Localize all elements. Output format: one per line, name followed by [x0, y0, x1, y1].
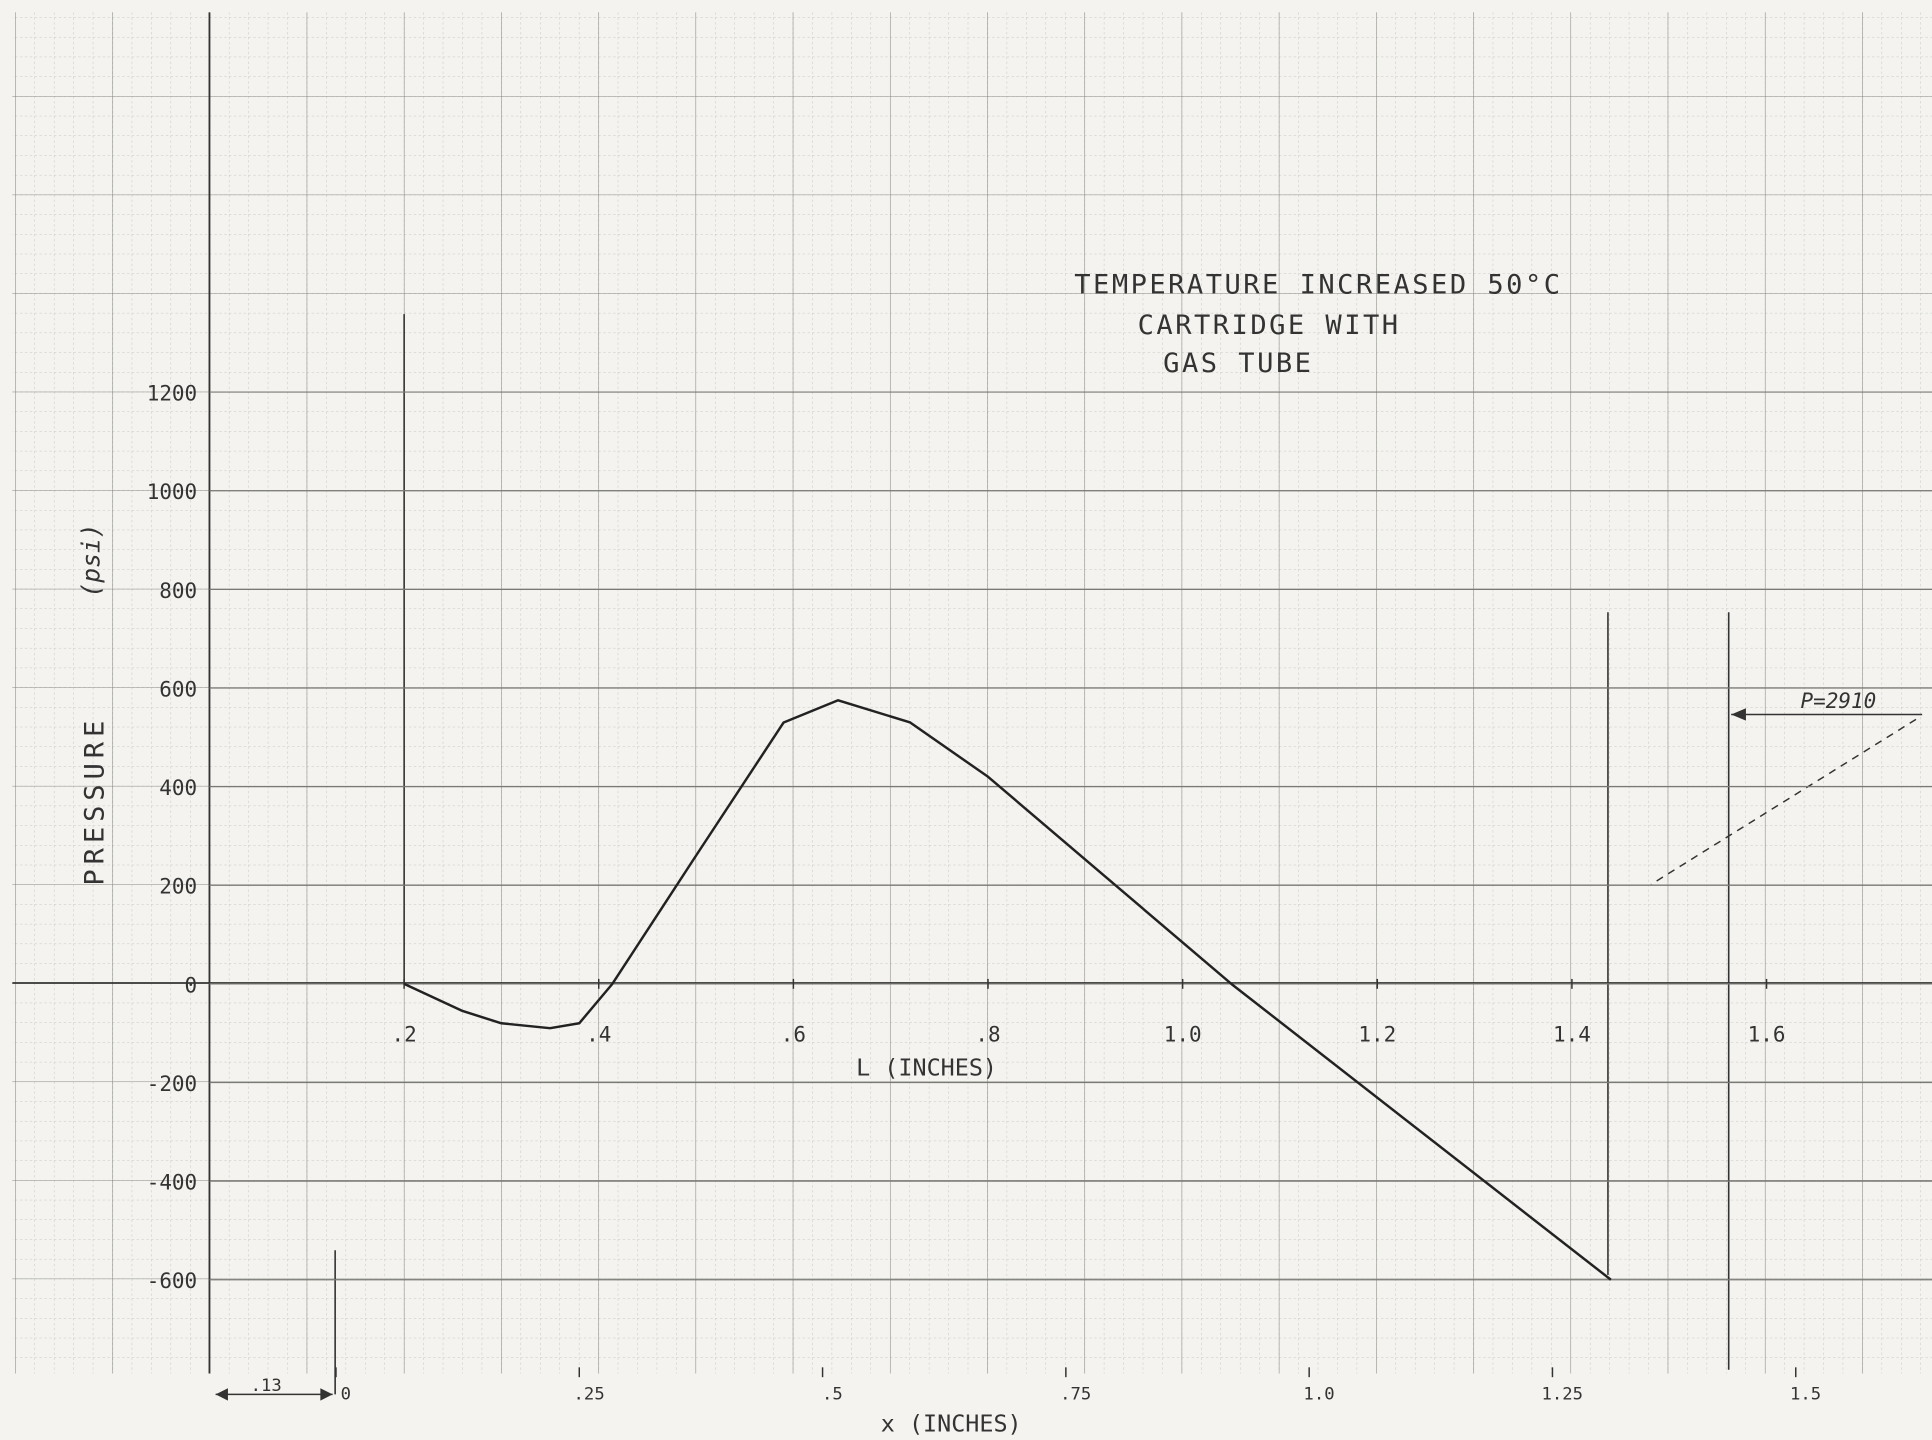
x-tick-label: .6	[781, 1023, 806, 1047]
x2-tick-label: 0	[341, 1384, 351, 1404]
title-line: TEMPERATURE INCREASED 50°C	[1074, 269, 1562, 300]
y-tick-label: -200	[147, 1072, 197, 1096]
x2-tick-label: 1.5	[1790, 1384, 1821, 1404]
y-tick-label: 1200	[147, 382, 197, 406]
y-tick-label: 600	[159, 677, 197, 701]
x-tick-label: .4	[586, 1023, 611, 1047]
x2-tick-label: .5	[822, 1384, 843, 1404]
x-tick-label: 1.2	[1358, 1023, 1396, 1047]
x2-tick-label: 1.0	[1303, 1384, 1334, 1404]
title-line: GAS TUBE	[1163, 348, 1313, 379]
x2-tick-label: .75	[1060, 1384, 1091, 1404]
x-tick-label: .8	[975, 1023, 1000, 1047]
arrow-head	[1731, 708, 1746, 721]
annotation: P=2910	[1801, 689, 1877, 713]
y-tick-label: 200	[159, 875, 197, 899]
y-axis-label: PRESSURE	[80, 716, 111, 886]
annotation-leader	[1650, 718, 1917, 886]
x2-tick-label: 1.25	[1542, 1384, 1584, 1404]
data-line	[403, 699, 1612, 1281]
y-tick-label: 1000	[147, 480, 197, 504]
x2-axis-label: x (INCHES)	[881, 1410, 1022, 1438]
x-tick-label: 1.0	[1164, 1023, 1202, 1047]
y-tick-label: -400	[147, 1171, 197, 1195]
y-axis-unit: (psi)	[76, 523, 105, 597]
y-tick-label: -600	[147, 1269, 197, 1293]
title-line: CARTRIDGE WITH	[1138, 310, 1401, 341]
dimension-label: .13	[251, 1376, 282, 1396]
y-tick-label: 800	[159, 579, 197, 603]
x-tick-label: 1.4	[1553, 1023, 1591, 1047]
x-axis-label: L (INCHES)	[856, 1054, 997, 1082]
x-tick-label: .2	[391, 1023, 416, 1047]
arrow-head	[215, 1388, 333, 1401]
graph-paper-major	[12, 12, 1932, 1374]
y-tick-label: 0	[185, 973, 198, 997]
x2-tick-label: .25	[574, 1384, 605, 1404]
x-tick-label: 1.6	[1748, 1023, 1786, 1047]
y-tick-label: 400	[159, 776, 197, 800]
